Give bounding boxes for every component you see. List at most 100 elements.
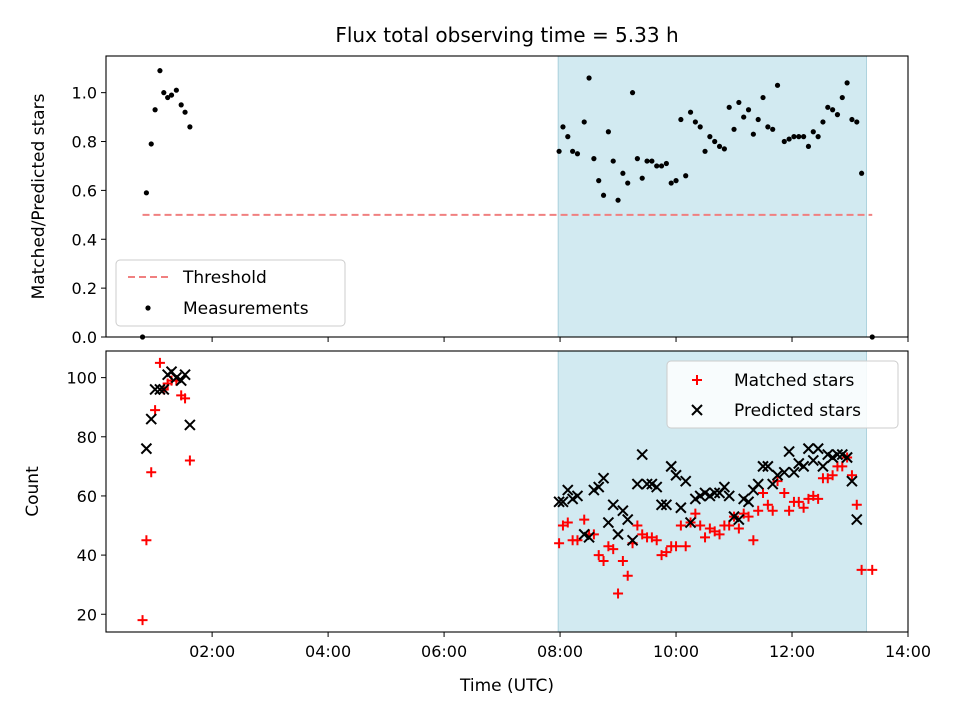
measurement-point bbox=[854, 119, 860, 125]
x-axis-label: Time (UTC) bbox=[459, 676, 554, 696]
matched-star-point bbox=[700, 532, 711, 543]
y-tick-label: 0.8 bbox=[72, 133, 97, 152]
measurement-point bbox=[591, 156, 597, 162]
measurement-point bbox=[849, 116, 855, 123]
measurement-point bbox=[697, 124, 703, 130]
measurement-point bbox=[187, 124, 193, 130]
legend-threshold-label: Threshold bbox=[182, 268, 267, 288]
matched-star-point bbox=[793, 496, 804, 507]
legend-measurements-label: Measurements bbox=[183, 299, 309, 319]
predicted-star-point bbox=[771, 469, 784, 481]
matched-star-point bbox=[593, 550, 604, 561]
legend-box bbox=[115, 259, 346, 327]
measurement-point bbox=[600, 192, 607, 198]
measurement-point bbox=[736, 99, 742, 106]
matched-star-point bbox=[141, 535, 152, 546]
matched-star-point bbox=[617, 556, 628, 567]
matched-star-point bbox=[813, 493, 824, 504]
matched-star-point bbox=[748, 535, 759, 546]
measurement-point bbox=[791, 134, 797, 140]
measurement-point bbox=[570, 148, 576, 154]
matched-star-point bbox=[724, 520, 735, 531]
y-tick-label: 0.4 bbox=[72, 230, 97, 249]
matched-star-point bbox=[827, 470, 838, 481]
matched-star-point bbox=[671, 541, 682, 552]
predicted-star-point bbox=[733, 513, 745, 526]
predicted-star-point bbox=[841, 451, 853, 464]
matched-star-point bbox=[661, 547, 672, 558]
measurement-point bbox=[658, 163, 665, 169]
measurement-point bbox=[716, 143, 723, 150]
measurement-point bbox=[770, 126, 776, 132]
predicted-star-point bbox=[660, 499, 673, 511]
matched-star-point bbox=[714, 529, 725, 540]
predicted-star-point bbox=[184, 419, 196, 431]
legend-predicted-label: Predicted stars bbox=[734, 401, 861, 421]
predicted-star-point bbox=[583, 531, 595, 544]
matched-star-point bbox=[779, 487, 790, 498]
measurement-point bbox=[707, 134, 713, 140]
predicted-star-point bbox=[571, 490, 584, 502]
predicted-star-point bbox=[612, 528, 624, 541]
x-tick-label: 06:00 bbox=[421, 642, 467, 661]
measurement-point bbox=[741, 114, 747, 120]
measurement-point bbox=[165, 94, 171, 101]
top-panel: 0.0 0.2 0.4 0.6 0.8 1.0 Matched/Predicted star… bbox=[29, 55, 909, 347]
axes-frame bbox=[105, 350, 909, 633]
measurement-point bbox=[731, 126, 737, 132]
legend-predicted-swatch bbox=[691, 404, 703, 416]
matched-star-point bbox=[743, 511, 754, 522]
measurement-point bbox=[565, 134, 571, 140]
y-tick-label: 0.6 bbox=[72, 181, 97, 200]
matched-star-point bbox=[733, 523, 744, 534]
matched-star-point bbox=[767, 505, 778, 516]
x-tick-label: 04:00 bbox=[305, 642, 351, 661]
matched-star-point bbox=[753, 505, 764, 516]
matched-star-point bbox=[146, 467, 157, 478]
measurement-point bbox=[712, 138, 718, 145]
measurement-point bbox=[586, 75, 592, 81]
predicted-star-point bbox=[557, 496, 569, 508]
matched-star-point bbox=[784, 505, 795, 516]
predicted-star-point bbox=[802, 442, 815, 455]
predicted-star-point bbox=[783, 445, 795, 458]
predicted-star-point bbox=[752, 478, 764, 490]
measurement-point bbox=[678, 116, 684, 123]
measurement-point bbox=[760, 94, 766, 101]
y-tick-label: 0.2 bbox=[72, 279, 97, 298]
matched-star-point bbox=[608, 544, 619, 555]
predicted-star-point bbox=[597, 472, 610, 484]
matched-star-point bbox=[562, 517, 573, 528]
measurement-point bbox=[560, 124, 566, 130]
predicted-star-point bbox=[636, 448, 648, 461]
predicted-star-point bbox=[607, 499, 619, 511]
predicted-star-point bbox=[593, 481, 605, 493]
matched-star-point bbox=[150, 405, 161, 416]
y-tick-label: 80 bbox=[77, 428, 97, 447]
measurement-point bbox=[663, 160, 669, 167]
measurement-point bbox=[173, 87, 179, 93]
x-tick-label: 08:00 bbox=[537, 642, 583, 661]
measurement-point bbox=[750, 131, 756, 137]
legend-box bbox=[666, 360, 899, 429]
matched-star-point bbox=[798, 502, 809, 513]
measurement-point bbox=[615, 197, 621, 203]
matched-star-point bbox=[180, 393, 191, 404]
predicted-star-point bbox=[626, 534, 639, 547]
predicted-star-point bbox=[807, 454, 819, 467]
matched-star-point bbox=[554, 538, 565, 549]
predicted-star-point bbox=[846, 475, 858, 487]
measurement-point bbox=[168, 92, 175, 98]
predicted-star-point bbox=[617, 505, 629, 517]
measurement-point bbox=[644, 158, 650, 164]
predicted-star-point bbox=[817, 460, 829, 473]
y-axis-label: Matched/Predicted stars bbox=[29, 93, 49, 299]
measurement-point bbox=[721, 146, 727, 152]
matched-star-point bbox=[613, 588, 624, 599]
matched-star-point bbox=[690, 508, 701, 519]
measurement-point bbox=[629, 90, 636, 96]
measurement-point bbox=[745, 107, 752, 113]
measurement-point bbox=[649, 158, 655, 164]
predicted-star-point bbox=[553, 496, 565, 508]
y-axis-label: Count bbox=[23, 466, 43, 517]
